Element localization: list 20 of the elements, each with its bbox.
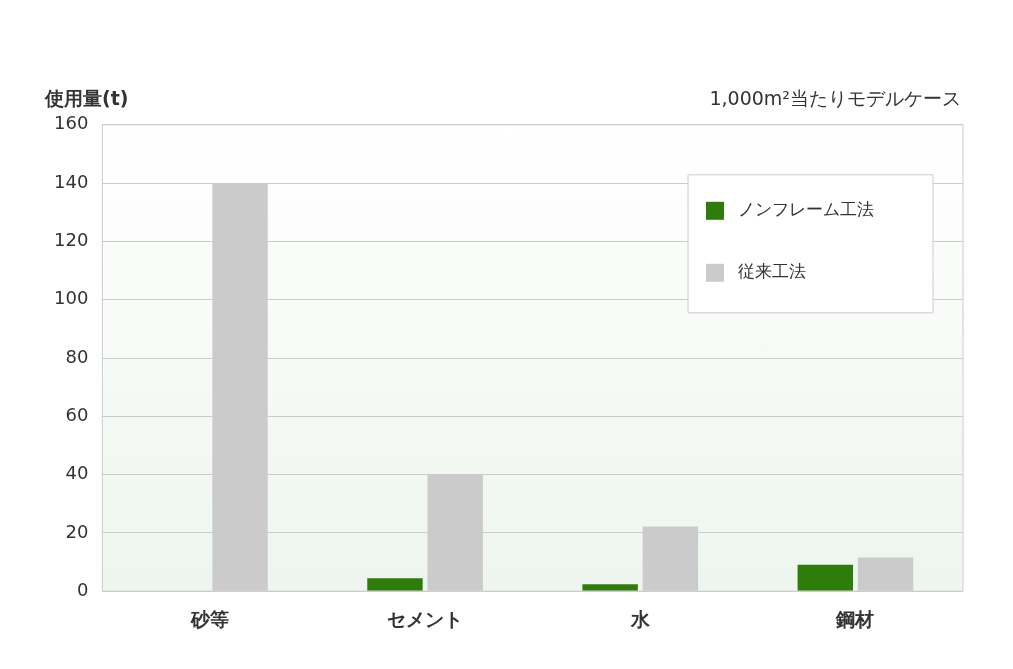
legend-label: ノンフレーム工法 xyxy=(738,199,874,220)
chart-subtitle: 1,000m²当たりモデルケース xyxy=(709,86,961,111)
y-tick-label: 60 xyxy=(65,403,89,425)
legend-label: 従来工法 xyxy=(738,261,806,282)
bar xyxy=(582,584,638,591)
x-tick-label: 砂等 xyxy=(189,607,229,630)
y-axis-title: 使用量(t) xyxy=(45,86,129,111)
y-tick-label: 140 xyxy=(54,170,89,192)
y-tick-label: 40 xyxy=(65,462,89,484)
x-tick-label: 鋼材 xyxy=(835,607,875,630)
y-tick-label: 20 xyxy=(65,520,89,542)
y-tick-label: 120 xyxy=(54,229,89,251)
x-tick-label: セメント xyxy=(387,607,464,630)
y-tick-label: 160 xyxy=(54,112,89,134)
y-tick-label: 0 xyxy=(76,578,89,600)
y-tick-label: 80 xyxy=(65,345,89,367)
y-tick-label: 100 xyxy=(54,287,89,309)
x-tick-label: 水 xyxy=(629,607,651,630)
bar xyxy=(797,564,854,591)
bar xyxy=(367,578,423,591)
